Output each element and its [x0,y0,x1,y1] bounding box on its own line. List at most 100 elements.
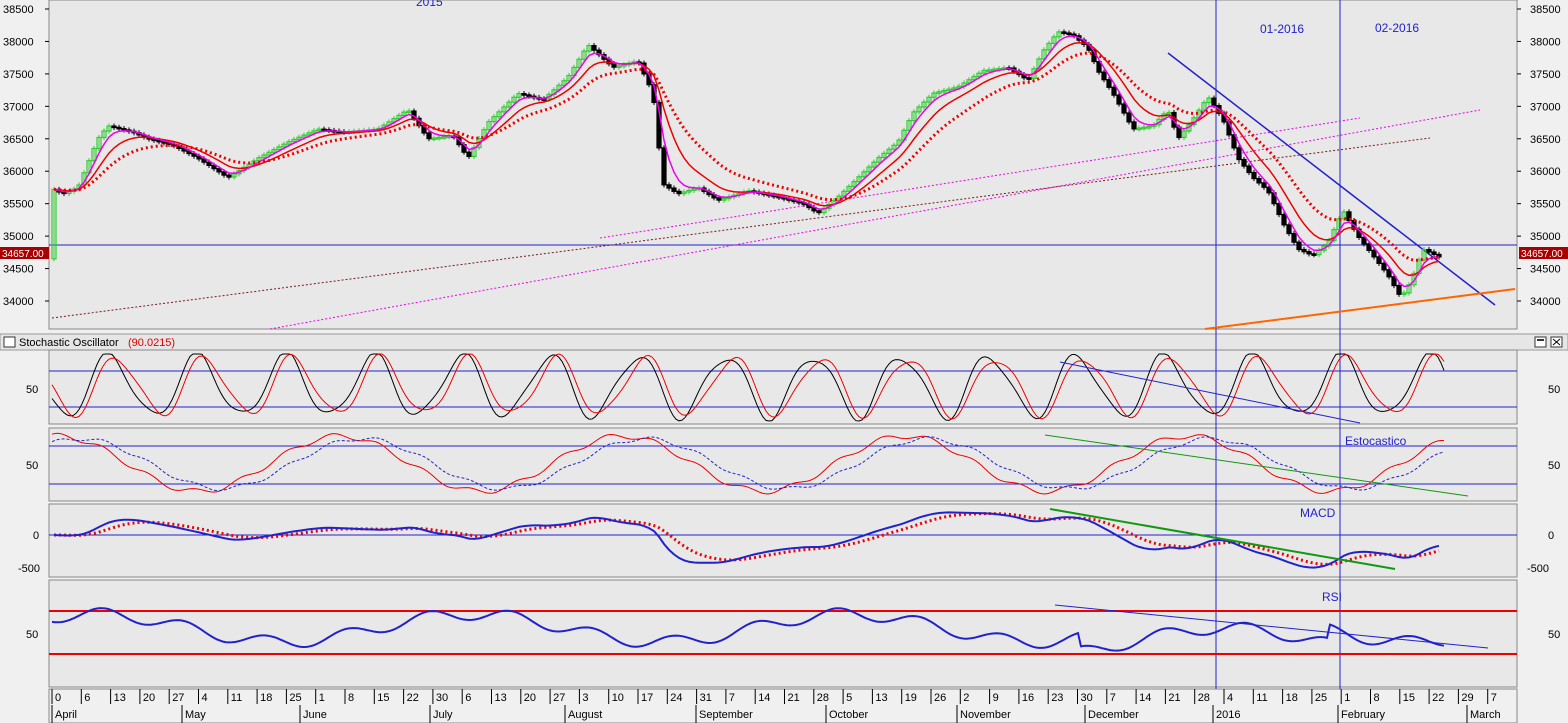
candle-body [216,168,222,173]
stoch-title: Stochastic Oscillator [19,337,119,349]
candle-body [1041,49,1047,60]
candle-body [1296,241,1302,251]
candle-body [1111,86,1117,96]
x-day-label: 19 [905,692,917,704]
stoch-trendline [1059,361,1361,424]
price-tag-right-bg [1519,247,1568,259]
candle-body [121,128,127,131]
candle-body [816,210,822,214]
candle-body [1231,134,1237,149]
ema-red-line [53,42,1440,277]
x-day-label: 13 [495,692,507,704]
maximize-icon[interactable] [1534,336,1547,348]
candle-body [1246,165,1252,174]
candle-body [441,136,447,139]
x-day-label: 1 [1344,692,1350,704]
candle-body [1241,158,1247,167]
candle-body [396,114,402,120]
stoch-tick-right: 50 [1548,384,1560,396]
ema-magenta-line [53,35,1440,288]
candle-body [1411,272,1417,286]
candle-body [1291,232,1297,243]
x-month-label: May [185,709,206,721]
candle-body [871,161,877,168]
candle-body [676,190,682,195]
candle-body [496,111,502,118]
x-day-label: 4 [1227,692,1233,704]
candle-body [1436,253,1442,258]
x-day-label: 20 [143,692,155,704]
candle-body [1336,218,1342,231]
candle-body [1421,248,1427,261]
candle-body [1251,171,1257,180]
candle-body [1261,182,1267,188]
candle-body [916,106,922,113]
y-tick-label: 36500 [3,134,34,146]
candle-body [561,80,567,86]
candle-body [716,197,722,201]
candle-body [1116,94,1122,105]
y-tick-label: 37000 [3,101,34,113]
candle-body [116,126,122,130]
x-day-label: 21 [1168,692,1180,704]
y-tick-label: 37500 [1530,69,1561,81]
candle-body [1206,97,1212,104]
x-day-label: 2 [963,692,969,704]
candle-body [981,69,987,74]
candle-body [941,89,947,93]
x-month-label: June [303,709,327,721]
candle-body [511,96,517,103]
candle-body [301,134,307,138]
x-day-label: 6 [465,692,471,704]
candle-body [1211,97,1217,107]
candle-body [586,44,592,52]
candle-body [516,93,522,98]
macd-label: MACD [1300,506,1336,520]
candle-body [566,74,572,82]
stoch-d-line [51,353,1445,420]
stoch-value: (90.0215) [128,337,175,349]
y-tick-label: 38500 [3,4,34,16]
x-day-label: 29 [1461,692,1473,704]
macd-tick-minus-left: -500 [18,563,40,575]
x-day-label: 30 [1081,692,1093,704]
candle-body [936,91,942,94]
price-tag-left-bg [0,247,49,259]
candle-body [1321,245,1327,251]
candle-body [401,111,407,117]
close-icon[interactable] [1550,336,1563,348]
candle-body [681,191,687,195]
rsi-label: RSI [1322,590,1342,604]
x-day-label: 14 [1139,692,1151,704]
candle-body [1341,211,1347,220]
candle-body [1361,236,1367,245]
x-day-label: 10 [612,692,624,704]
candle-body [1286,224,1292,235]
candle-body [581,50,587,60]
candle-body [311,130,317,134]
x-day-label: 25 [289,692,301,704]
candle-body [1136,127,1142,131]
price-y-axis-left: 34000 34500 35000 35500 36000 36500 37000 37500… [3,4,49,308]
candle-body [1061,31,1067,35]
x-month-label: 2016 [1216,709,1240,721]
stoch-panel [48,349,1518,425]
support-line-orange [1204,288,1516,330]
candle-body [281,143,287,148]
candle-body [1051,36,1057,44]
x-month-label: December [1088,709,1139,721]
period-label-feb: 02-2016 [1375,21,1419,35]
candle-body [291,138,297,143]
candle-body [221,171,227,176]
candle-body [591,44,597,51]
panel-toggle-icon[interactable] [3,336,16,348]
x-day-label: 23 [1051,692,1063,704]
x-day-label: 27 [553,692,565,704]
x-day-label: 22 [1432,692,1444,704]
candle-body [1276,203,1282,216]
x-day-label: 11 [231,692,242,704]
candle-body [1026,77,1032,80]
candle-body [1166,111,1172,115]
stoch2-label: Estocastico [1345,434,1407,448]
